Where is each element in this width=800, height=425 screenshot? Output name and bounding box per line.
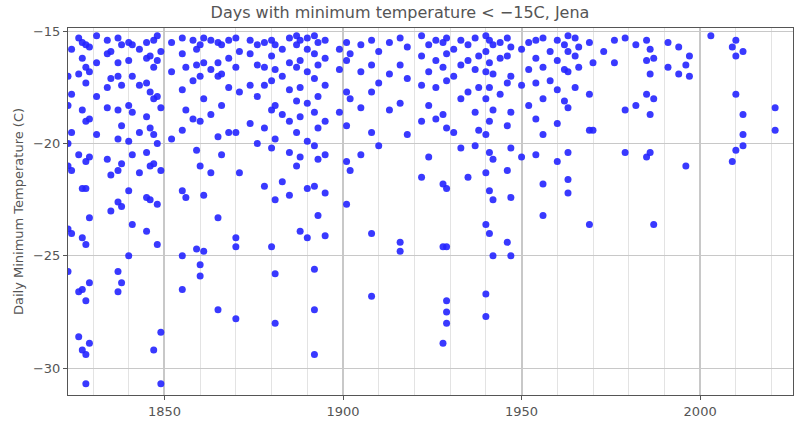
- svg-text:1850: 1850: [148, 404, 181, 419]
- svg-text:2000: 2000: [684, 404, 717, 419]
- svg-text:1900: 1900: [326, 404, 359, 419]
- svg-text:−20: −20: [33, 136, 60, 151]
- svg-text:Days with minimum temperature: Days with minimum temperature < −15C, Je…: [211, 3, 590, 22]
- svg-text:−30: −30: [33, 361, 60, 376]
- svg-text:−25: −25: [33, 248, 60, 263]
- svg-text:Daily Minimum Temperature (C): Daily Minimum Temperature (C): [11, 108, 26, 315]
- svg-text:1950: 1950: [505, 404, 538, 419]
- svg-text:−15: −15: [33, 24, 60, 39]
